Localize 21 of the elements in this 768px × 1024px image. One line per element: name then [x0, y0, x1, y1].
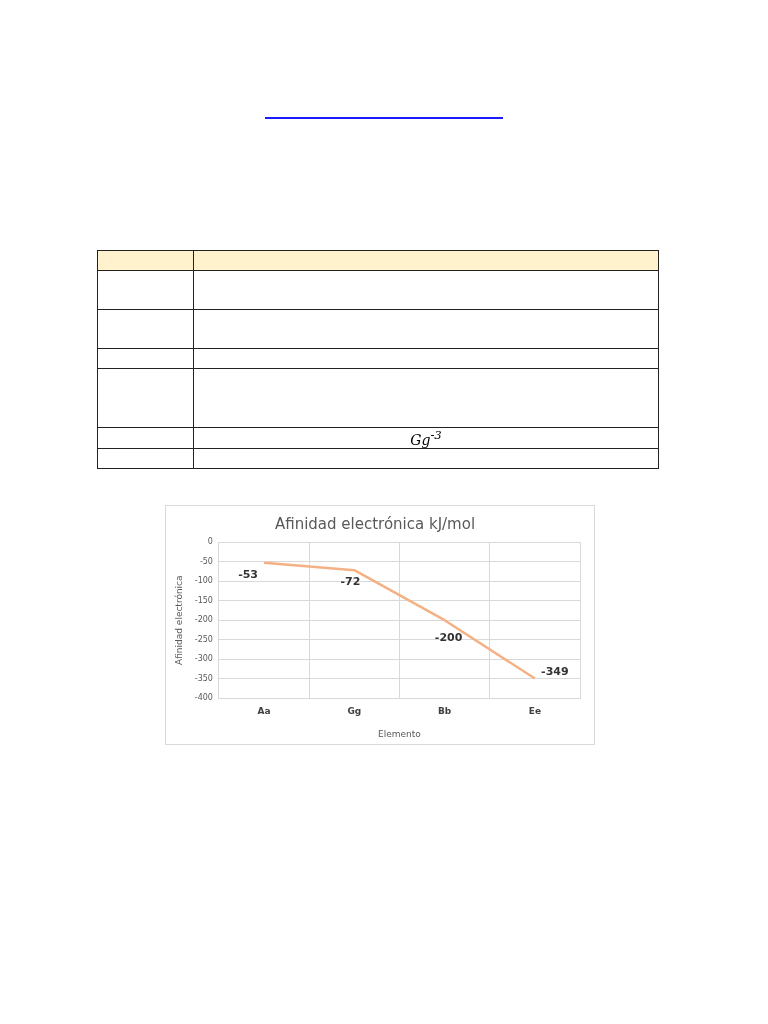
data-label: -200 [434, 631, 463, 645]
x-axis-title: Elemento [378, 728, 422, 739]
x-tick-label: Bb [437, 706, 452, 717]
table-grid: Gg$^{-3}$ [97, 250, 659, 469]
chart-title: Afinidad electrónica kJ/mol [274, 514, 476, 533]
y-tick-label: -100 [194, 576, 213, 586]
data-label: -72 [340, 575, 361, 589]
y-tick-label: -150 [194, 595, 213, 605]
x-tick-label: Ee [528, 706, 541, 717]
y-tick-label: -50 [199, 556, 213, 566]
y-tick-label: 0 [207, 537, 213, 547]
y-tick-label: -350 [194, 673, 213, 683]
data-label: -349 [541, 665, 569, 679]
x-tick-label: Aa [257, 706, 271, 717]
x-tick-label: Gg [347, 706, 362, 717]
y-axis-title: Afinidad electrónica [173, 575, 184, 665]
y-tick-label: -400 [194, 693, 213, 703]
data-label: -53 [238, 567, 259, 581]
y-tick-label: -300 [194, 654, 213, 664]
y-tick-label: -200 [194, 615, 213, 625]
y-tick-label: -250 [194, 634, 213, 644]
